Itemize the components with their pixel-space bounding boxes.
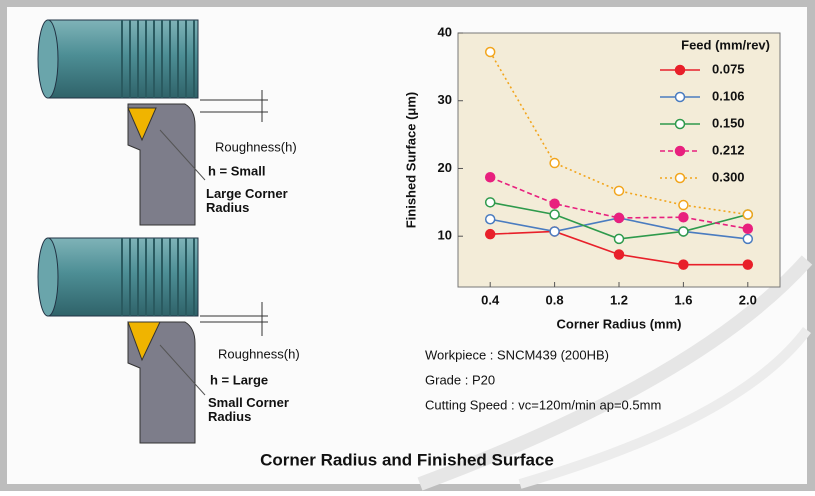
point [550, 227, 559, 236]
x-tick-label: 2.0 [739, 292, 757, 307]
point [486, 198, 495, 207]
legend-marker [676, 120, 685, 129]
y-axis-label: Finished Surface (μm) [403, 92, 418, 229]
point [550, 159, 559, 168]
legend-marker [676, 174, 685, 183]
point [550, 210, 559, 219]
point [679, 260, 688, 269]
y-tick-label: 40 [438, 24, 452, 39]
point [743, 234, 752, 243]
radius-label: Small Corner Radius [208, 396, 328, 424]
point [743, 210, 752, 219]
roughness-label: Roughness(h) [218, 346, 300, 361]
screen: Roughness(h) h = Small Large Corner Radi… [0, 0, 815, 491]
point [679, 201, 688, 210]
radius-box: Large Corner Radius [206, 187, 326, 227]
point [486, 215, 495, 224]
point [615, 250, 624, 259]
legend-label: 0.300 [712, 169, 745, 184]
condition: Workpiece : SNCM439 (200HB) [425, 347, 609, 362]
point [615, 234, 624, 243]
legend-marker [676, 66, 685, 75]
point [679, 227, 688, 236]
x-tick-label: 1.6 [674, 292, 692, 307]
legend-title: Feed (mm/rev) [681, 37, 770, 52]
point [486, 173, 495, 182]
legend-marker [676, 93, 685, 102]
y-tick-label: 20 [438, 160, 452, 175]
page: {"chart_data": {"type": "line", "ylabel"… [0, 0, 815, 496]
legend-label: 0.150 [712, 115, 745, 130]
point [615, 186, 624, 195]
point [486, 47, 495, 56]
x-tick-label: 1.2 [610, 292, 628, 307]
point [743, 260, 752, 269]
h-label: h = Large [210, 372, 268, 387]
caption: Corner Radius and Finished Surface [260, 450, 554, 469]
x-axis-label: Corner Radius (mm) [557, 316, 682, 331]
point [486, 230, 495, 239]
legend-label: 0.106 [712, 88, 745, 103]
point [679, 213, 688, 222]
legend-label: 0.075 [712, 61, 745, 76]
legend-label: 0.212 [712, 142, 745, 157]
x-tick-label: 0.4 [481, 292, 500, 307]
condition: Grade : P20 [425, 372, 495, 387]
point [743, 224, 752, 233]
condition: Cutting Speed : vc=120m/min ap=0.5mm [425, 397, 661, 412]
x-tick-label: 0.8 [546, 292, 564, 307]
roughness-label: Roughness(h) [215, 139, 297, 154]
radius-box: Small Corner Radius [208, 396, 328, 436]
y-tick-label: 10 [438, 228, 452, 243]
point [550, 199, 559, 208]
radius-label: Large Corner Radius [206, 187, 326, 215]
point [615, 213, 624, 222]
h-label: h = Small [208, 163, 265, 178]
y-tick-label: 30 [438, 92, 452, 107]
legend-marker [676, 147, 685, 156]
